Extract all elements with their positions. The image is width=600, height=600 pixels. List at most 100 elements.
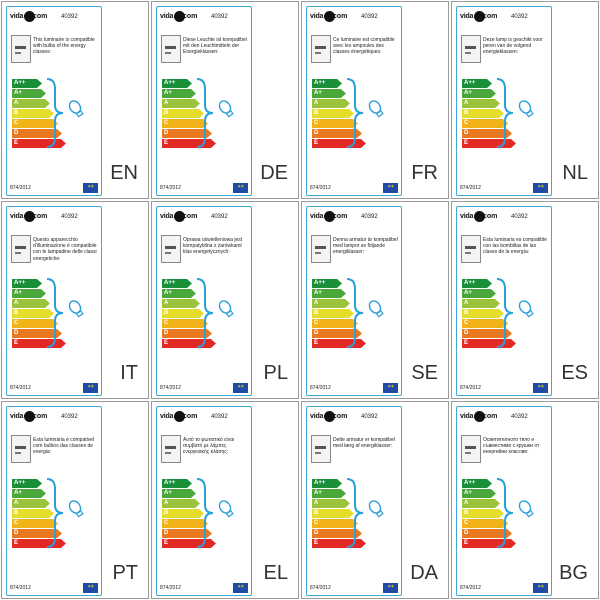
label-panel-fr: vida com 40392 Ce luminaire est compatible … [301, 1, 449, 199]
language-code: NL [562, 162, 588, 184]
label-panel-en: vida com 40392 This luminaire is compatible… [1, 1, 149, 199]
compatibility-text: Questo apparecchio d'illuminazione è com… [33, 237, 97, 262]
regulation-number: 874/2012 [160, 585, 181, 591]
eu-flag-icon: ✶✶ [383, 183, 398, 193]
regulation-number: 874/2012 [460, 385, 481, 391]
brand-logo-left: vida [460, 13, 474, 20]
energy-class-bar: A [12, 99, 50, 108]
product-code: 40392 [211, 14, 228, 20]
energy-class-bar: E [312, 339, 366, 348]
luminaire-icon [11, 435, 31, 463]
energy-class-bar: A+ [162, 89, 196, 98]
brand-logo-left: vida [160, 13, 174, 20]
energy-class-bar: A+ [12, 89, 46, 98]
label-panel-de: vida com 40392 Diese Leuchte ist kompatibel… [151, 1, 299, 199]
energy-class-bar: D [462, 529, 512, 538]
luminaire-icon [311, 35, 331, 63]
energy-class-bar: B [162, 309, 204, 318]
regulation-number: 874/2012 [10, 585, 31, 591]
label-panel-nl: vida com 40392 Deze lamp is geschikt voor p… [451, 1, 599, 199]
energy-class-bar: C [312, 519, 358, 528]
brand-logo-left: vida [160, 213, 174, 220]
energy-class-bar: A [462, 299, 500, 308]
eu-flag-icon: ✶✶ [383, 583, 398, 593]
brand-logo-right: com [183, 413, 198, 420]
brace-bulb-icon [495, 277, 545, 354]
luminaire-icon [11, 35, 31, 63]
brace-bulb-icon [345, 277, 395, 354]
eu-flag-icon: ✶✶ [233, 183, 248, 193]
brand-logo-right: com [333, 13, 348, 20]
energy-class-bar: B [12, 109, 54, 118]
brand-disc-icon [324, 211, 335, 222]
product-code: 40392 [61, 414, 78, 420]
brand-logo-right: com [333, 413, 348, 420]
energy-class-bar: B [12, 509, 54, 518]
brace-bulb-icon [45, 277, 95, 354]
brand-logo-left: vida [10, 13, 24, 20]
energy-class-bar: D [162, 329, 212, 338]
eu-flag-icon: ✶✶ [533, 383, 548, 393]
product-code: 40392 [511, 14, 528, 20]
luminaire-icon [311, 435, 331, 463]
regulation-number: 874/2012 [160, 185, 181, 191]
energy-class-bar: C [162, 519, 208, 528]
energy-class-bar: E [12, 139, 66, 148]
energy-class-bar: E [12, 539, 66, 548]
energy-label-card: vida com 40392 Dette armatur er kompatibel … [306, 406, 402, 596]
eu-flag-icon: ✶✶ [233, 583, 248, 593]
regulation-number: 874/2012 [10, 385, 31, 391]
energy-class-bar: B [462, 309, 504, 318]
language-code: EN [110, 162, 138, 184]
regulation-number: 874/2012 [160, 385, 181, 391]
product-code: 40392 [61, 14, 78, 20]
energy-class-bar: A++ [312, 479, 342, 488]
energy-class-bar: A [12, 499, 50, 508]
brand-logo-right: com [483, 213, 498, 220]
energy-class-bar: A+ [162, 489, 196, 498]
energy-class-bar: A [162, 499, 200, 508]
language-code: FR [411, 162, 438, 184]
energy-class-bar: C [462, 519, 508, 528]
label-panel-pt: vida com 40392 Esta luminária é compativel … [1, 401, 149, 599]
energy-class-bar: A++ [12, 279, 42, 288]
energy-class-bar: E [162, 339, 216, 348]
energy-class-bar: A++ [312, 79, 342, 88]
energy-class-bar: B [12, 309, 54, 318]
energy-label-card: vida com 40392 Oprawa oświetleniowa jest ko… [156, 206, 252, 396]
energy-label-card: vida com 40392 Ce luminaire est compatible … [306, 6, 402, 196]
brand-logo-left: vida [310, 13, 324, 20]
compatibility-text: Oprawa oświetleniowa jest kompatybilna z… [183, 237, 243, 256]
energy-class-bar: A++ [12, 79, 42, 88]
luminaire-icon [461, 35, 481, 63]
energy-class-bar: D [12, 129, 62, 138]
luminaire-icon [11, 235, 31, 263]
brand-disc-icon [324, 411, 335, 422]
energy-class-bar: A++ [312, 279, 342, 288]
energy-class-bar: E [312, 139, 366, 148]
energy-class-bar: E [462, 139, 516, 148]
product-code: 40392 [211, 214, 228, 220]
language-code: BG [559, 562, 588, 584]
energy-class-bar: A [312, 99, 350, 108]
luminaire-icon [311, 235, 331, 263]
energy-class-bar: D [312, 129, 362, 138]
eu-flag-icon: ✶✶ [83, 383, 98, 393]
brand-logo-left: vida [10, 213, 24, 220]
compatibility-text: Diese Leuchte ist kompatibel mit den Leu… [183, 37, 247, 56]
compatibility-text: Deze lamp is geschikt voor peren van de … [483, 37, 543, 56]
energy-class-bar: D [462, 129, 512, 138]
compatibility-text: Denna armatur är kompatibel med lampor a… [333, 237, 398, 256]
product-code: 40392 [361, 414, 378, 420]
energy-class-bar: E [12, 339, 66, 348]
luminaire-icon [461, 435, 481, 463]
brand-disc-icon [474, 211, 485, 222]
brand-logo-right: com [33, 13, 48, 20]
brace-bulb-icon [495, 77, 545, 154]
luminaire-icon [161, 435, 181, 463]
energy-class-bar: A+ [12, 289, 46, 298]
label-panel-se: vida com 40392 Denna armatur är kompatibel … [301, 201, 449, 399]
brand-logo-left: vida [10, 413, 24, 420]
energy-class-bar: B [312, 309, 354, 318]
